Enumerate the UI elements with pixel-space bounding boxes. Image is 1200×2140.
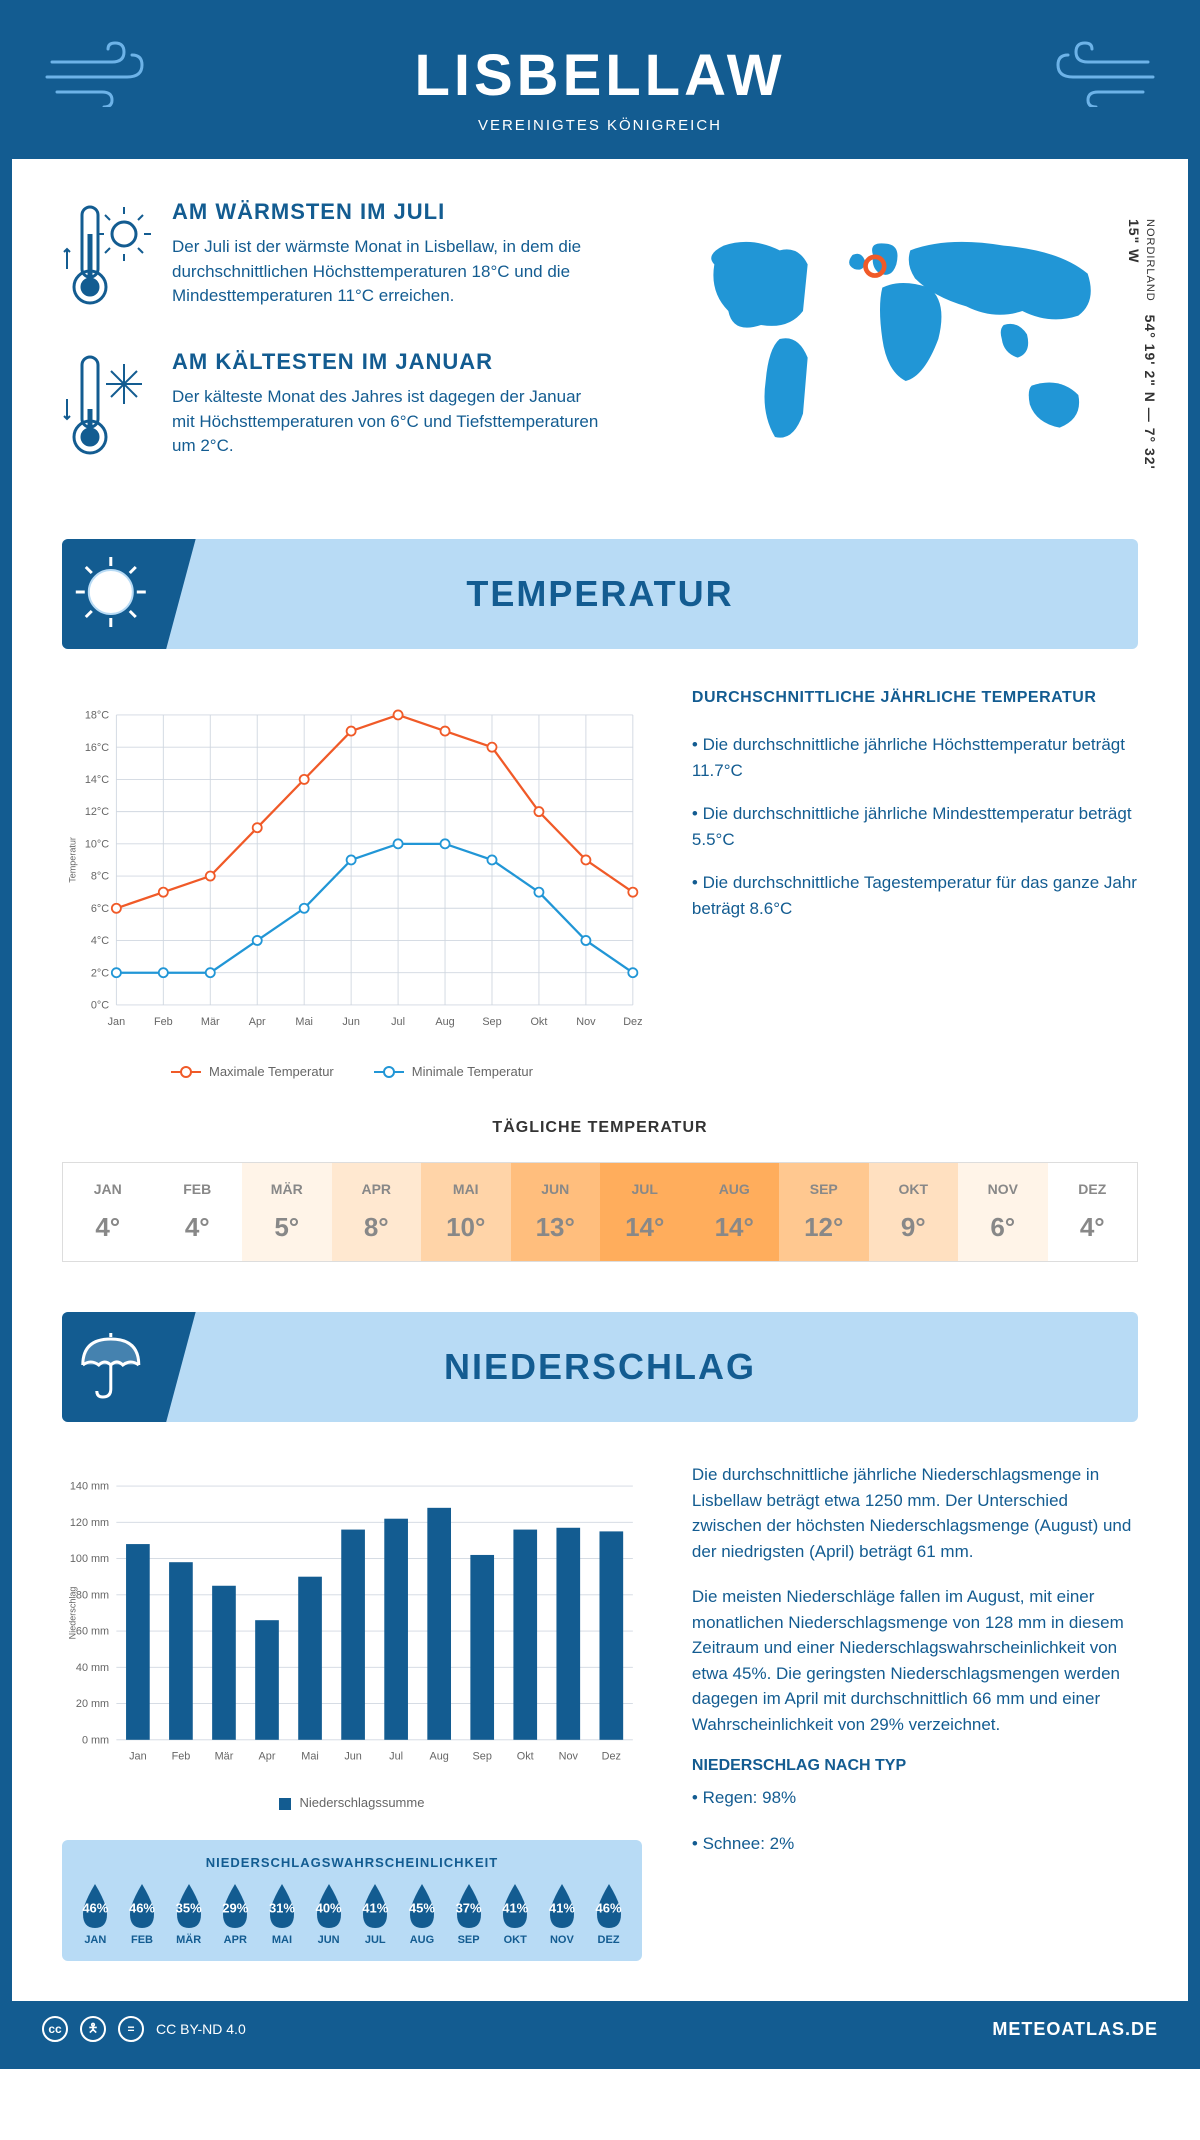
- cc-icon: cc: [42, 2016, 68, 2042]
- coldest-fact: AM KÄLTESTEN IM JANUAR Der kälteste Mona…: [62, 349, 605, 464]
- svg-text:Okt: Okt: [530, 1016, 547, 1028]
- warmest-text: Der Juli ist der wärmste Monat in Lisbel…: [172, 235, 605, 309]
- prob-drop: 31%MAI: [262, 1882, 302, 1946]
- svg-text:0°C: 0°C: [91, 1000, 109, 1012]
- svg-text:6°C: 6°C: [91, 903, 109, 915]
- coldest-title: AM KÄLTESTEN IM JANUAR: [172, 349, 605, 375]
- svg-text:Mär: Mär: [201, 1016, 220, 1028]
- svg-text:80 mm: 80 mm: [76, 1589, 109, 1601]
- precipitation-bar-chart: 0 mm 20 mm 40 mm 60 mm 80 mm 100 mm 120 mm 140 …: [62, 1462, 642, 1782]
- svg-text:10°C: 10°C: [85, 838, 109, 850]
- svg-text:40 mm: 40 mm: [76, 1662, 109, 1674]
- warmest-fact: AM WÄRMSTEN IM JULI Der Juli ist der wär…: [62, 199, 605, 314]
- nd-icon: =: [118, 2016, 144, 2042]
- thermometer-hot-icon: [62, 199, 152, 314]
- svg-text:Temperatur: Temperatur: [68, 837, 78, 883]
- prob-drop: 46%DEZ: [589, 1882, 629, 1946]
- svg-text:Niederschlag: Niederschlag: [68, 1587, 78, 1640]
- world-map: [645, 199, 1138, 479]
- header: LISBELLAW VEREINIGTES KÖNIGREICH: [12, 12, 1188, 159]
- svg-text:Jul: Jul: [389, 1751, 403, 1763]
- svg-text:Sep: Sep: [473, 1751, 492, 1763]
- legend-max-line: .leg-line[style*="f05a28"]::after{border…: [171, 1071, 201, 1073]
- temperature-line-chart: 0°C 2°C 4°C 6°C 8°C 10°C 12°C 14°C 16°C 18°C Jan Fe…: [62, 689, 642, 1079]
- svg-text:Mär: Mär: [215, 1751, 234, 1763]
- svg-text:100 mm: 100 mm: [70, 1553, 109, 1565]
- daily-temp-cell: SEP12°: [779, 1163, 869, 1261]
- prob-drop: 41%NOV: [542, 1882, 582, 1946]
- svg-text:Apr: Apr: [249, 1016, 266, 1028]
- svg-text:Aug: Aug: [435, 1016, 454, 1028]
- svg-text:140 mm: 140 mm: [70, 1481, 109, 1493]
- temperature-section-header: TEMPERATUR: [62, 539, 1138, 649]
- daily-temp-cell: JAN4°: [63, 1163, 153, 1261]
- svg-text:Mai: Mai: [301, 1751, 319, 1763]
- svg-text:Feb: Feb: [172, 1751, 191, 1763]
- svg-text:16°C: 16°C: [85, 742, 109, 754]
- sun-icon: [71, 552, 151, 637]
- prob-drop: 41%JUL: [355, 1882, 395, 1946]
- footer: cc 🯅 = CC BY-ND 4.0 METEOATLAS.DE: [12, 2001, 1188, 2057]
- daily-temp-cell: AUG14°: [690, 1163, 780, 1261]
- prob-drop: 29%APR: [215, 1882, 255, 1946]
- country: VEREINIGTES KÖNIGREICH: [32, 117, 1168, 134]
- svg-text:8°C: 8°C: [91, 871, 109, 883]
- daily-temp-cell: NOV6°: [958, 1163, 1048, 1261]
- svg-text:Okt: Okt: [517, 1751, 534, 1763]
- svg-text:4°C: 4°C: [91, 935, 109, 947]
- svg-text:2°C: 2°C: [91, 967, 109, 979]
- svg-text:18°C: 18°C: [85, 710, 109, 722]
- svg-text:Apr: Apr: [259, 1751, 276, 1763]
- svg-text:Nov: Nov: [576, 1016, 596, 1028]
- daily-temp-cell: MAI10°: [421, 1163, 511, 1261]
- daily-temp-cell: DEZ4°: [1048, 1163, 1138, 1261]
- precipitation-section-header: NIEDERSCHLAG: [62, 1312, 1138, 1422]
- svg-text:Jun: Jun: [342, 1016, 360, 1028]
- prob-drop: 46%FEB: [122, 1882, 162, 1946]
- svg-text:Jan: Jan: [108, 1016, 126, 1028]
- warmest-title: AM WÄRMSTEN IM JULI: [172, 199, 605, 225]
- umbrella-icon: [71, 1325, 151, 1410]
- svg-text:14°C: 14°C: [85, 774, 109, 786]
- svg-text:Jun: Jun: [344, 1751, 362, 1763]
- svg-text:20 mm: 20 mm: [76, 1698, 109, 1710]
- svg-text:60 mm: 60 mm: [76, 1626, 109, 1638]
- svg-text:Nov: Nov: [559, 1751, 579, 1763]
- thermometer-cold-icon: [62, 349, 152, 464]
- svg-text:0 mm: 0 mm: [82, 1734, 109, 1746]
- wind-icon: [1038, 37, 1158, 112]
- daily-temp-cell: JUN13°: [511, 1163, 601, 1261]
- svg-text:Aug: Aug: [430, 1751, 449, 1763]
- coordinates: NORDIRLAND 54° 19' 2" N — 7° 32' 15" W: [1126, 219, 1158, 499]
- svg-text:Jul: Jul: [391, 1016, 405, 1028]
- svg-text:Sep: Sep: [482, 1016, 501, 1028]
- prob-drop: 40%JUN: [309, 1882, 349, 1946]
- by-icon: 🯅: [80, 2016, 106, 2042]
- svg-text:Jan: Jan: [129, 1751, 147, 1763]
- temp-info-title: DURCHSCHNITTLICHE JÄHRLICHE TEMPERATUR: [692, 689, 1138, 707]
- svg-text:Dez: Dez: [602, 1751, 621, 1763]
- coldest-text: Der kälteste Monat des Jahres ist dagege…: [172, 385, 605, 459]
- svg-text:Mai: Mai: [295, 1016, 313, 1028]
- daily-temperature-table: TÄGLICHE TEMPERATUR JAN4°FEB4°MÄR5°APR8°…: [62, 1119, 1138, 1262]
- prob-drop: 46%JAN: [75, 1882, 115, 1946]
- daily-temp-cell: OKT9°: [869, 1163, 959, 1261]
- svg-text:12°C: 12°C: [85, 806, 109, 818]
- precipitation-probability: NIEDERSCHLAGSWAHRSCHEINLICHKEIT 46%JAN46…: [62, 1840, 642, 1961]
- wind-icon: [42, 37, 162, 112]
- svg-text:Feb: Feb: [154, 1016, 173, 1028]
- prob-drop: 37%SEP: [449, 1882, 489, 1946]
- prob-drop: 35%MÄR: [169, 1882, 209, 1946]
- prob-drop: 45%AUG: [402, 1882, 442, 1946]
- city-name: LISBELLAW: [32, 42, 1168, 109]
- daily-temp-cell: JUL14°: [600, 1163, 690, 1261]
- site-name: METEOATLAS.DE: [992, 2019, 1158, 2040]
- svg-text:Dez: Dez: [623, 1016, 642, 1028]
- daily-temp-cell: FEB4°: [153, 1163, 243, 1261]
- daily-temp-cell: MÄR5°: [242, 1163, 332, 1261]
- legend-min-line: .leg-line[style*="2196d6"]::after{border…: [374, 1071, 404, 1073]
- svg-text:120 mm: 120 mm: [70, 1517, 109, 1529]
- daily-temp-cell: APR8°: [332, 1163, 422, 1261]
- prob-drop: 41%OKT: [495, 1882, 535, 1946]
